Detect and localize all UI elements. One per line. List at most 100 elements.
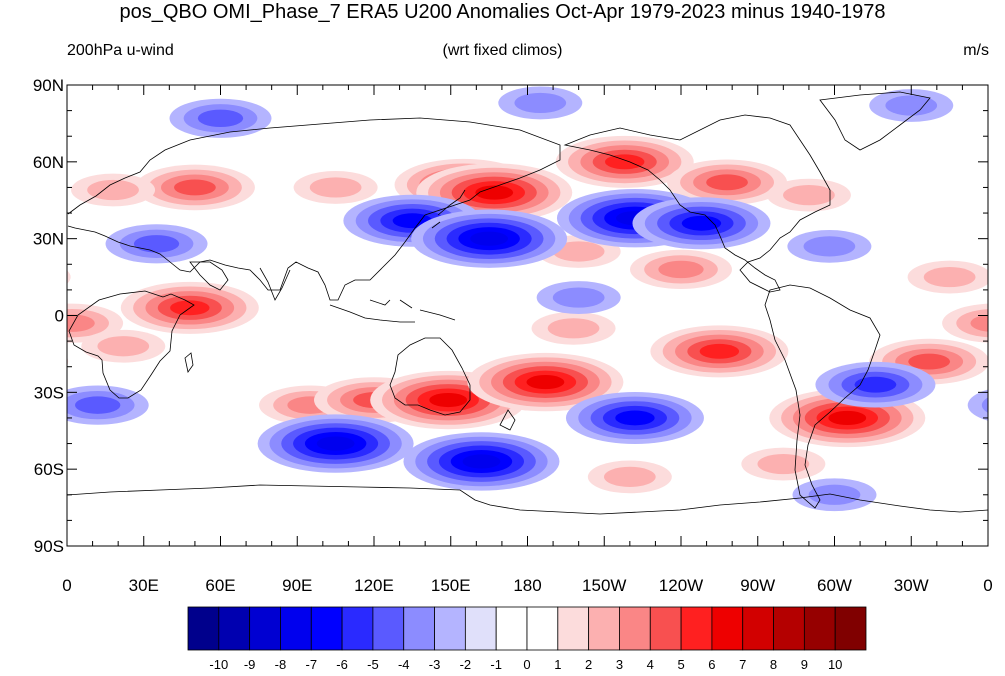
map-axes: 90N 60N 30N 0 30S 60S 90S 0 30E 60E 90E 120E 150E 180…: [33, 76, 993, 595]
anomaly-contour: [908, 353, 951, 370]
anomaly-contour-wrap: [67, 270, 71, 284]
anomaly-contour: [923, 266, 976, 288]
colorbar-label: -4: [398, 657, 410, 672]
lon-tick-label: 90W: [740, 576, 775, 595]
anomaly-center: [869, 89, 954, 122]
anomaly-contour: [67, 314, 95, 332]
anomaly-center: [257, 414, 414, 473]
coastline-japan: [431, 189, 466, 229]
anomaly-contour: [75, 396, 121, 414]
colorbar-box: [218, 606, 251, 651]
lon-tick-label: 60E: [205, 576, 235, 595]
colorbar-label: -9: [244, 657, 256, 672]
colorbar-box: [711, 606, 744, 651]
anomaly-contour: [552, 287, 605, 308]
coastline-australia: [389, 337, 471, 416]
colorbar-box: [557, 606, 590, 651]
colorbar-box: [803, 606, 836, 651]
colorbar-box: [372, 606, 405, 651]
anomaly-contour: [470, 231, 509, 246]
colorbar-label: -10: [209, 657, 228, 672]
lat-tick-label: 30S: [34, 383, 64, 402]
anomaly-contour: [658, 260, 704, 279]
colorbar-label: -1: [490, 657, 502, 672]
anomaly-contour: [681, 215, 722, 231]
lon-tick-label: 120W: [659, 576, 703, 595]
colorbar-label: -8: [275, 657, 287, 672]
lon-tick-label: 30W: [894, 576, 929, 595]
anomaly-contour: [699, 343, 740, 359]
colorbar-label: 9: [801, 657, 808, 672]
colorbar-box: [742, 606, 774, 651]
anomaly-center: [370, 370, 527, 430]
anomaly-center: [815, 361, 936, 408]
anomaly-contour: [133, 235, 180, 253]
colorbar-box: [341, 606, 374, 651]
colorbar-box: [588, 606, 620, 651]
anomaly-contour: [197, 109, 244, 128]
anomaly-center: [293, 171, 378, 204]
lon-tick-label: 90E: [282, 576, 312, 595]
anomaly-center: [766, 178, 851, 212]
lat-tick-label: 60N: [33, 153, 64, 172]
lat-tick-label: 90N: [33, 76, 64, 95]
anomaly-center: [536, 281, 621, 314]
colorbar-label: -3: [429, 657, 441, 672]
anomaly-contour: [706, 174, 748, 191]
anomaly-center: [134, 164, 255, 211]
anomaly-center: [467, 352, 624, 412]
lat-tick-label: 60S: [34, 460, 64, 479]
anomaly-center: [565, 391, 704, 444]
anomaly-contour-wrap: [970, 314, 988, 332]
anomaly-contour: [615, 410, 655, 426]
anomaly-center: [403, 432, 560, 491]
coastline-eurasia: [67, 117, 561, 301]
lon-tick-label: 0: [983, 576, 992, 595]
coastline-madagascar: [184, 352, 194, 373]
coastline-indonesia: [329, 299, 456, 323]
colorbar-box: [280, 606, 312, 651]
anomaly-center: [741, 447, 826, 481]
lon-tick-label: 30E: [129, 576, 159, 595]
anomaly-contour: [429, 392, 468, 408]
colorbar-label: 0: [523, 657, 530, 672]
coastline-south-america: [764, 284, 881, 509]
anomaly-center: [71, 173, 156, 207]
anomaly-contour: [514, 92, 567, 114]
colorbar: -10 -9 -8 -7 -6 -5 -4 -3 -2 -1 0 1 2 3 4 5 6 7 8 9 10: [187, 606, 867, 672]
colorbar-label: -7: [305, 657, 317, 672]
lat-tick-label: 0: [55, 307, 64, 326]
anomaly-contour: [526, 375, 565, 390]
units-label: m/s: [963, 42, 989, 59]
anomaly-center: [630, 249, 732, 289]
colorbar-box: [680, 606, 713, 651]
anomaly-contour-wrap: [967, 389, 988, 421]
lon-tick-label: 120E: [354, 576, 394, 595]
colorbar-label: 5: [677, 657, 684, 672]
colorbar-box: [310, 606, 343, 651]
colorbar-label: 8: [770, 657, 777, 672]
coastline-greenland: [819, 91, 931, 151]
lon-tick-label: 150W: [582, 576, 626, 595]
anomaly-contour: [87, 179, 139, 201]
coastline-africa: [68, 290, 195, 399]
anomaly-center: [169, 98, 272, 138]
left-string: 200hPa u-wind: [67, 42, 174, 59]
coastline-north-america: [563, 114, 831, 293]
anomaly-center: [67, 260, 988, 294]
anomaly-contour: [803, 236, 856, 257]
lon-tick-label: 60W: [817, 576, 852, 595]
anomaly-contour: [783, 185, 835, 206]
coastline-arabia: [189, 261, 229, 291]
anomaly-field: [67, 86, 988, 512]
anomaly-contour: [854, 376, 897, 393]
coastline-antarctica: [67, 484, 988, 515]
colorbar-box: [526, 606, 559, 651]
anomaly-center: [67, 385, 988, 425]
anomaly-center: [81, 329, 166, 363]
anomaly-contour-wrap: [981, 397, 988, 413]
lon-tick-label: 180: [513, 576, 541, 595]
anomaly-contour: [97, 336, 150, 357]
lat-tick-label: 90S: [34, 537, 64, 556]
anomaly-contour: [309, 177, 362, 198]
